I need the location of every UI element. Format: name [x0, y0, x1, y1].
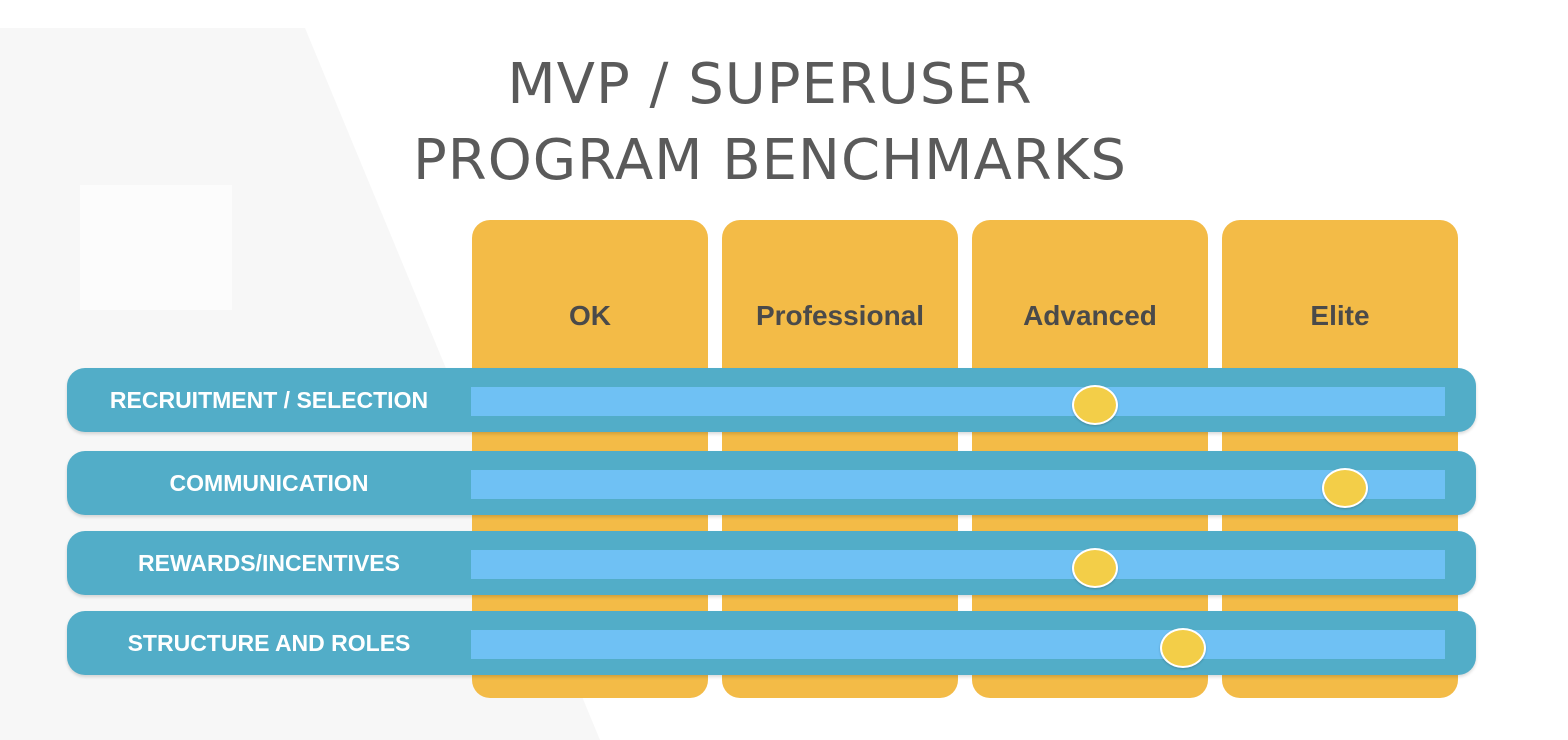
level-label-ok: OK [569, 300, 611, 331]
benchmark-track [471, 387, 1445, 416]
benchmark-marker-rewards [1072, 548, 1118, 588]
category-label-rewards: REWARDS/INCENTIVES [138, 550, 400, 576]
benchmark-marker-recruitment [1072, 385, 1118, 425]
category-label-communication: COMMUNICATION [169, 470, 369, 496]
page-title-line-1: MVP / SUPERUSER [507, 52, 1033, 117]
category-row-structure: STRUCTURE AND ROLES [67, 611, 1476, 675]
page-title-line-2: PROGRAM BENCHMARKS [413, 128, 1127, 193]
benchmark-marker-communication [1322, 468, 1368, 508]
benchmark-marker-structure [1159, 628, 1206, 668]
category-row-recruitment: RECRUITMENT / SELECTION [67, 368, 1476, 432]
benchmark-track [471, 550, 1445, 579]
category-label-recruitment: RECRUITMENT / SELECTION [109, 387, 429, 413]
level-label-professional: Professional [755, 300, 925, 331]
category-row-rewards: REWARDS/INCENTIVES [67, 531, 1476, 595]
category-row-communication: COMMUNICATION [67, 451, 1476, 515]
benchmark-track [471, 470, 1445, 499]
level-label-elite: Elite [1310, 300, 1370, 331]
benchmark-track [471, 630, 1445, 659]
level-label-advanced: Advanced [1023, 300, 1157, 331]
category-label-structure: STRUCTURE AND ROLES [127, 630, 411, 656]
